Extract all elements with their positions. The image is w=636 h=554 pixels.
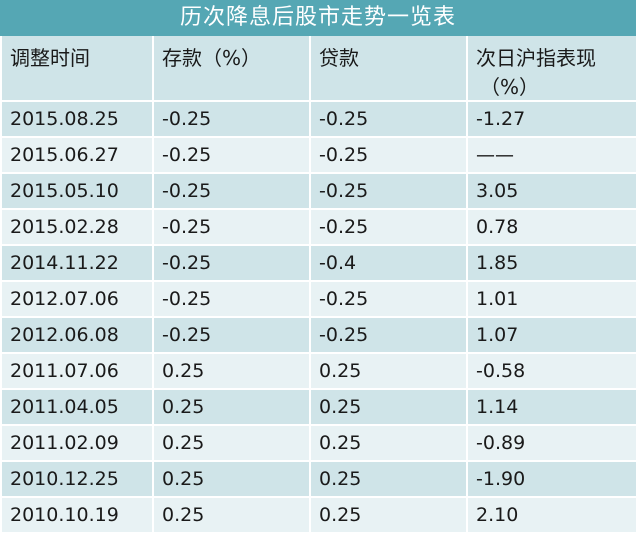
cell-date: 2012.07.06 <box>0 281 154 318</box>
header-market: 次日沪指表现 （%） <box>466 36 636 102</box>
cell-date: 2011.07.06 <box>0 353 154 390</box>
table-row: 2015.02.28 -0.25 -0.25 0.78 <box>0 209 636 246</box>
table-row: 2014.11.22 -0.25 -0.4 1.85 <box>0 245 636 282</box>
table-row: 2011.04.05 0.25 0.25 1.14 <box>0 389 636 426</box>
cell-market: -0.58 <box>466 353 636 390</box>
table-row: 2010.12.25 0.25 0.25 -1.90 <box>0 461 636 498</box>
cell-loan: -0.25 <box>309 281 468 318</box>
cell-market: -1.27 <box>466 101 636 138</box>
cell-loan: -0.25 <box>309 209 468 246</box>
header-loan: 贷款 <box>309 36 468 102</box>
cell-market: 1.14 <box>466 389 636 426</box>
data-table: 调整时间 存款（%） 贷款 次日沪指表现 （%） 2015.08.25 -0.2… <box>0 36 636 534</box>
cell-date: 2012.06.08 <box>0 317 154 354</box>
table-row: 2015.06.27 -0.25 -0.25 —— <box>0 137 636 174</box>
cell-date: 2011.02.09 <box>0 425 154 462</box>
header-deposit: 存款（%） <box>152 36 311 102</box>
cell-loan: 0.25 <box>309 353 468 390</box>
cell-deposit: -0.25 <box>152 317 311 354</box>
header-date: 调整时间 <box>0 36 154 102</box>
cell-market: —— <box>466 137 636 174</box>
table-row: 2011.02.09 0.25 0.25 -0.89 <box>0 425 636 462</box>
cell-market: 0.78 <box>466 209 636 246</box>
cell-date: 2011.04.05 <box>0 389 154 426</box>
cell-deposit: 0.25 <box>152 389 311 426</box>
cell-market: 2.10 <box>466 497 636 534</box>
cell-date: 2010.12.25 <box>0 461 154 498</box>
cell-loan: -0.4 <box>309 245 468 282</box>
cell-market: 1.85 <box>466 245 636 282</box>
cell-loan: 0.25 <box>309 461 468 498</box>
cell-date: 2015.08.25 <box>0 101 154 138</box>
header-row: 调整时间 存款（%） 贷款 次日沪指表现 （%） <box>0 36 636 102</box>
cell-loan: 0.25 <box>309 425 468 462</box>
table-row: 2012.07.06 -0.25 -0.25 1.01 <box>0 281 636 318</box>
cell-date: 2010.10.19 <box>0 497 154 534</box>
cell-loan: -0.25 <box>309 173 468 210</box>
cell-market: 1.01 <box>466 281 636 318</box>
header-market-line2: （%） <box>480 75 540 99</box>
table-row: 2011.07.06 0.25 0.25 -0.58 <box>0 353 636 390</box>
cell-loan: 0.25 <box>309 389 468 426</box>
cell-market: 1.07 <box>466 317 636 354</box>
cell-deposit: 0.25 <box>152 353 311 390</box>
table-row: 2012.06.08 -0.25 -0.25 1.07 <box>0 317 636 354</box>
table-row: 2015.08.25 -0.25 -0.25 -1.27 <box>0 101 636 138</box>
cell-loan: -0.25 <box>309 137 468 174</box>
cell-deposit: -0.25 <box>152 209 311 246</box>
table-title: 历次降息后股市走势一览表 <box>0 0 636 36</box>
cell-date: 2015.06.27 <box>0 137 154 174</box>
cell-deposit: -0.25 <box>152 245 311 282</box>
table-row: 2010.10.19 0.25 0.25 2.10 <box>0 497 636 534</box>
cell-loan: 0.25 <box>309 497 468 534</box>
cell-market: -0.89 <box>466 425 636 462</box>
table-row: 2015.05.10 -0.25 -0.25 3.05 <box>0 173 636 210</box>
cell-deposit: -0.25 <box>152 281 311 318</box>
cell-deposit: 0.25 <box>152 497 311 534</box>
cell-deposit: -0.25 <box>152 173 311 210</box>
cell-deposit: 0.25 <box>152 425 311 462</box>
cell-loan: -0.25 <box>309 101 468 138</box>
header-market-line1: 次日沪指表现 <box>476 46 596 70</box>
cell-date: 2015.02.28 <box>0 209 154 246</box>
cell-market: 3.05 <box>466 173 636 210</box>
cell-deposit: 0.25 <box>152 461 311 498</box>
cell-deposit: -0.25 <box>152 137 311 174</box>
cell-date: 2015.05.10 <box>0 173 154 210</box>
cell-market: -1.90 <box>466 461 636 498</box>
cell-loan: -0.25 <box>309 317 468 354</box>
cell-deposit: -0.25 <box>152 101 311 138</box>
cell-date: 2014.11.22 <box>0 245 154 282</box>
